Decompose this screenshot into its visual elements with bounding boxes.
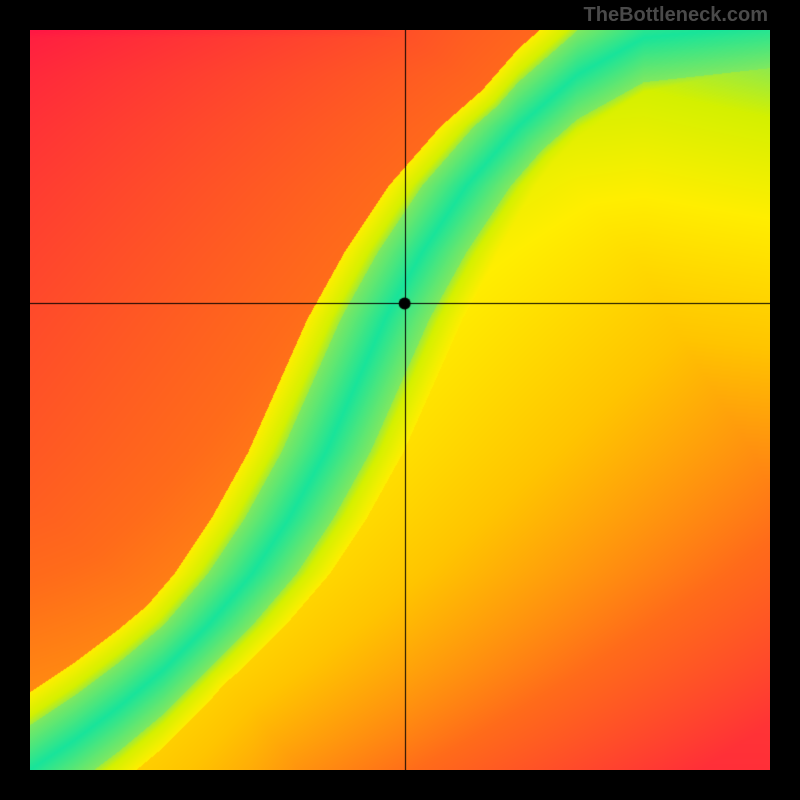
bottleneck-heatmap <box>30 30 770 770</box>
watermark-text: TheBottleneck.com <box>584 4 768 27</box>
